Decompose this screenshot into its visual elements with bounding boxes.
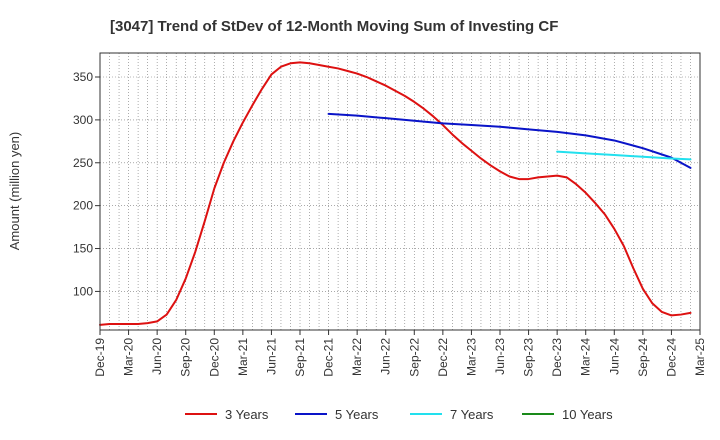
- x-tick-label: Dec-21: [322, 338, 336, 377]
- x-tick-label: Mar-21: [236, 338, 250, 376]
- x-tick-label: Jun-21: [264, 338, 278, 375]
- x-tick-label: Mar-22: [350, 338, 364, 376]
- y-tick-label: 150: [73, 242, 93, 256]
- x-tick-label: Sep-21: [293, 338, 307, 377]
- y-axis: 100 150 200 250 300 350: [73, 70, 100, 298]
- x-tick-label: Sep-24: [636, 338, 650, 377]
- y-tick-label: 250: [73, 156, 93, 170]
- legend-label: 5 Years: [335, 407, 379, 422]
- x-tick-label: Dec-24: [664, 338, 678, 377]
- x-tick-label: Jun-24: [607, 338, 621, 375]
- legend-label: 3 Years: [225, 407, 269, 422]
- x-tick-label: Dec-19: [93, 338, 107, 377]
- y-tick-label: 100: [73, 284, 93, 298]
- legend-item-7-years: 7 Years: [410, 407, 494, 422]
- series-line-7-years: [556, 150, 692, 161]
- legend-item-3-years: 3 Years: [185, 407, 269, 422]
- x-tick-label: Jun-23: [493, 338, 507, 375]
- x-tick-label: Mar-23: [464, 338, 478, 376]
- x-tick-label: Dec-20: [207, 338, 221, 377]
- legend-item-5-years: 5 Years: [295, 407, 379, 422]
- x-tick-label: Sep-23: [522, 338, 536, 377]
- legend-label: 7 Years: [450, 407, 494, 422]
- y-tick-label: 350: [73, 70, 93, 84]
- x-axis: Dec-19 Mar-20 Jun-20 Sep-20 Dec-20 Mar-21 Jun-…: [93, 330, 707, 377]
- x-tick-label: Jun-22: [379, 338, 393, 375]
- y-tick-label: 200: [73, 199, 93, 213]
- grid: [100, 53, 700, 330]
- legend: 3 Years 5 Years 7 Years 10 Years: [185, 407, 613, 422]
- series-lines: [99, 61, 692, 326]
- x-tick-label: Sep-20: [179, 338, 193, 377]
- x-tick-label: Sep-22: [407, 338, 421, 377]
- y-axis-label: Amount (million yen): [7, 132, 22, 251]
- x-tick-label: Mar-25: [693, 338, 707, 376]
- x-tick-label: Mar-20: [122, 338, 136, 376]
- chart-title: [3047] Trend of StDev of 12-Month Moving…: [110, 18, 558, 35]
- series-line-3-years: [99, 61, 692, 326]
- legend-label: 10 Years: [562, 407, 613, 422]
- x-tick-label: Dec-23: [550, 338, 564, 377]
- x-tick-label: Jun-20: [150, 338, 164, 375]
- series-line-5-years: [327, 112, 692, 169]
- x-tick-label: Dec-22: [436, 338, 450, 377]
- y-tick-label: 300: [73, 113, 93, 127]
- x-tick-label: Mar-24: [579, 338, 593, 376]
- legend-item-10-years: 10 Years: [522, 407, 613, 422]
